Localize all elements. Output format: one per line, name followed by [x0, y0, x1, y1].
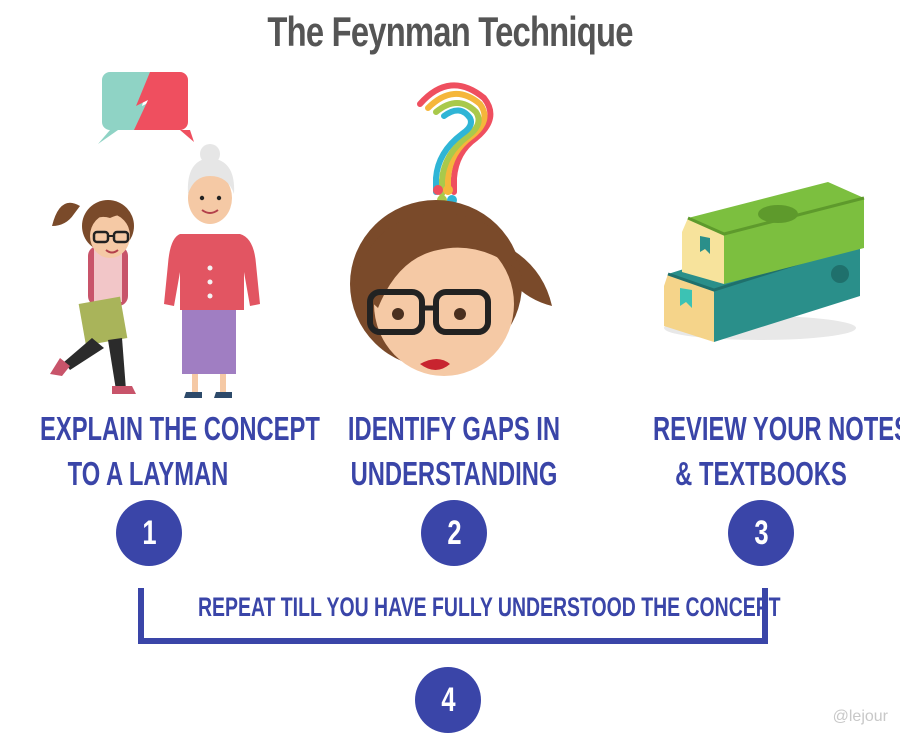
step-3-label: REVIEW YOUR NOTES & TEXTBOOKS [653, 406, 900, 496]
step-3-number-badge: 3 [728, 500, 794, 566]
question-mark-icon [417, 82, 494, 197]
step-4-number-badge: 4 [415, 667, 481, 733]
step-1-label-line-2: TO A LAYMAN [67, 455, 229, 492]
step-3-label-line-1: REVIEW YOUR NOTES [653, 410, 900, 447]
step-2-number-badge: 2 [421, 500, 487, 566]
watermark: @lejour [832, 708, 888, 725]
girl-and-grandmother-illustration [50, 72, 260, 398]
book-icon-top [682, 182, 865, 284]
step-2-label-line-1: IDENTIFY GAPS IN [347, 410, 561, 447]
step-3-label-line-2: & TEXTBOOKS [675, 455, 847, 492]
page-title: The Feynman Technique [267, 8, 633, 55]
step-1-label: EXPLAIN THE CONCEPT TO A LAYMAN [39, 406, 320, 496]
step-1-number-badge: 1 [116, 500, 182, 566]
speech-bubble-icon [98, 72, 194, 144]
girl-with-question-mark-illustration [350, 82, 552, 376]
step-1-label-line-1: EXPLAIN THE CONCEPT [39, 410, 320, 447]
grandmother-figure [164, 144, 260, 398]
repeat-instruction: REPEAT TILL YOU HAVE FULLY UNDERSTOOD TH… [197, 592, 781, 622]
repeat-bracket [138, 588, 768, 644]
step-2-label: IDENTIFY GAPS IN UNDERSTANDING [346, 406, 562, 496]
stack-of-books-illustration [664, 182, 865, 342]
girl-head [350, 200, 552, 376]
girl-figure [50, 200, 136, 394]
step-2-label-line-2: UNDERSTANDING [350, 455, 558, 492]
